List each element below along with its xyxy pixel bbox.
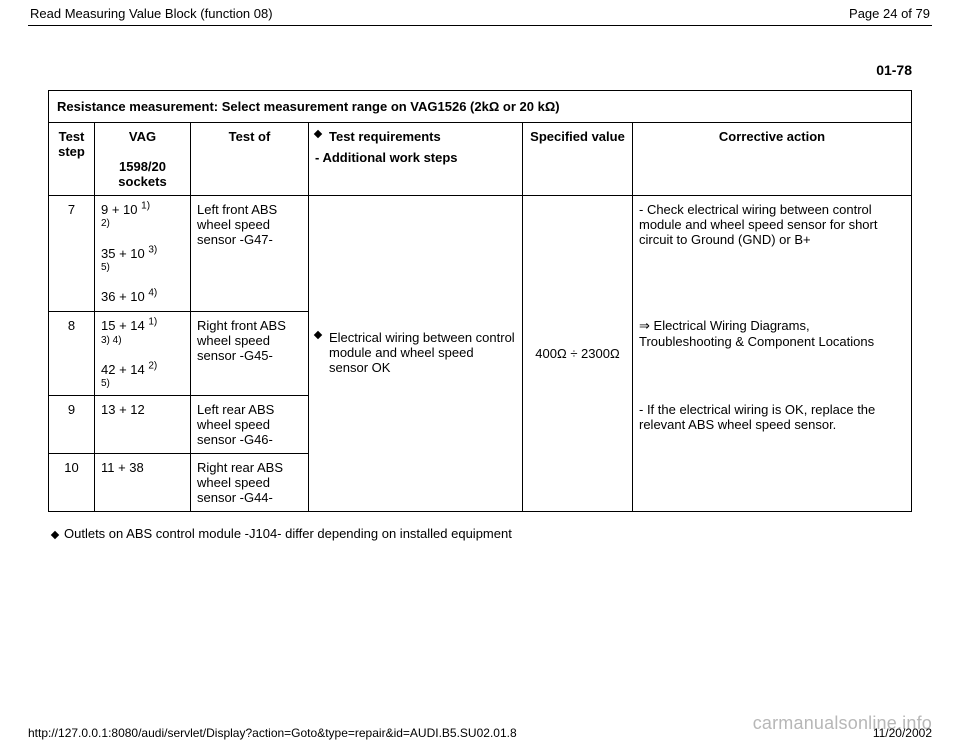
req-bullet-header: Test requirements xyxy=(315,129,516,144)
step-10: 10 xyxy=(49,454,95,512)
col-test-of: Test of xyxy=(191,123,309,196)
testof-9: Left rear ABS wheel speed sensor -G46- xyxy=(191,396,309,454)
footnote-text: Outlets on ABS control module -J104- dif… xyxy=(64,526,512,541)
arrow-icon: ⇒ xyxy=(639,318,650,333)
socket-sup: 2) xyxy=(148,360,157,371)
corrective-1: - Check electrical wiring between contro… xyxy=(633,196,912,312)
socket-value: 36 + 10 xyxy=(101,289,145,304)
spec-range: ÷ 2300 xyxy=(567,346,610,361)
requirements-shared: Electrical wiring between control module… xyxy=(309,196,523,512)
vag-label: VAG xyxy=(129,129,156,144)
testof-7: Left front ABS wheel speed sensor -G47- xyxy=(191,196,309,312)
vag-sockets-label: 1598/20 sockets xyxy=(118,159,166,189)
testof-8: Right front ABS wheel speed sensor -G45- xyxy=(191,312,309,396)
step-9: 9 xyxy=(49,396,95,454)
bullet-icon xyxy=(314,130,322,138)
additional-work-label: - Additional work steps xyxy=(315,150,516,165)
corrective-3: - If the electrical wiring is OK, replac… xyxy=(633,396,912,454)
title-text-2: or 20 k xyxy=(499,99,545,114)
ohm-icon: Ω xyxy=(545,99,555,114)
table-row: 7 9 + 10 1) 2) 35 + 10 3) 5) 36 + 10 4) … xyxy=(49,196,912,312)
testof-10: Right rear ABS wheel speed sensor -G44- xyxy=(191,454,309,512)
footnote: Outlets on ABS control module -J104- dif… xyxy=(48,526,912,541)
req-header-text: Test requirements xyxy=(329,129,441,144)
ohm-icon: Ω xyxy=(610,346,620,361)
table-title: Resistance measurement: Select measureme… xyxy=(49,91,912,123)
bullet-icon xyxy=(51,530,59,538)
sockets-8: 15 + 14 1) 3) 4) 42 + 14 2) 5) xyxy=(95,312,191,396)
footer: http://127.0.0.1:8080/audi/servlet/Displ… xyxy=(0,726,960,740)
step-7: 7 xyxy=(49,196,95,312)
socket-sub: 5) xyxy=(101,378,184,389)
top-bar: Read Measuring Value Block (function 08)… xyxy=(28,6,932,25)
socket-sub: 5) xyxy=(101,262,184,273)
content-area: Resistance measurement: Select measureme… xyxy=(28,90,932,541)
col-corrective: Corrective action xyxy=(633,123,912,196)
socket-sup: 1) xyxy=(141,201,150,212)
doc-title: Read Measuring Value Block (function 08) xyxy=(30,6,273,21)
footer-url: http://127.0.0.1:8080/audi/servlet/Displ… xyxy=(28,726,517,740)
section-number: 01-78 xyxy=(28,36,932,90)
ohm-icon: Ω xyxy=(557,346,567,361)
corrective-2: ⇒ Electrical Wiring Diagrams, Troublesho… xyxy=(633,312,912,396)
spec-low: 400 xyxy=(535,346,557,361)
footer-date: 11/20/2002 xyxy=(873,726,932,740)
resistance-table: Resistance measurement: Select measureme… xyxy=(48,90,912,512)
title-text-1: Resistance measurement: Select measureme… xyxy=(57,99,489,114)
socket-value: 42 + 14 xyxy=(101,362,145,377)
specified-shared: 400Ω ÷ 2300Ω xyxy=(523,196,633,512)
page-container: Read Measuring Value Block (function 08)… xyxy=(0,0,960,742)
socket-value: 15 + 14 xyxy=(101,318,145,333)
title-text-3: ) xyxy=(555,99,559,114)
col-requirements: Test requirements - Additional work step… xyxy=(309,123,523,196)
socket-sup: 1) xyxy=(148,317,157,328)
sockets-7: 9 + 10 1) 2) 35 + 10 3) 5) 36 + 10 4) xyxy=(95,196,191,312)
col-specified: Specified value xyxy=(523,123,633,196)
col-test-step: Test step xyxy=(49,123,95,196)
socket-value: 9 + 10 xyxy=(101,202,138,217)
step-8: 8 xyxy=(49,312,95,396)
socket-sub: 3) 4) xyxy=(101,335,184,346)
col-vag-sockets: VAG 1598/20 sockets xyxy=(95,123,191,196)
sockets-10: 11 + 38 xyxy=(95,454,191,512)
socket-sup: 4) xyxy=(148,288,157,299)
table-header-row: Test step VAG 1598/20 sockets Test of Te… xyxy=(49,123,912,196)
corrective-empty xyxy=(633,454,912,512)
ohm-icon: Ω xyxy=(489,99,499,114)
corrective-2-text: Electrical Wiring Diagrams, Troubleshoot… xyxy=(639,318,874,349)
req-bullet: Electrical wiring between control module… xyxy=(315,330,516,375)
table-title-row: Resistance measurement: Select measureme… xyxy=(49,91,912,123)
page-number: Page 24 of 79 xyxy=(849,6,930,21)
socket-value: 35 + 10 xyxy=(101,246,145,261)
socket-sub: 2) xyxy=(101,218,184,229)
req-text: Electrical wiring between control module… xyxy=(329,330,515,375)
divider xyxy=(28,25,932,26)
sockets-9: 13 + 12 xyxy=(95,396,191,454)
socket-sup: 3) xyxy=(148,244,157,255)
bullet-icon xyxy=(314,331,322,339)
